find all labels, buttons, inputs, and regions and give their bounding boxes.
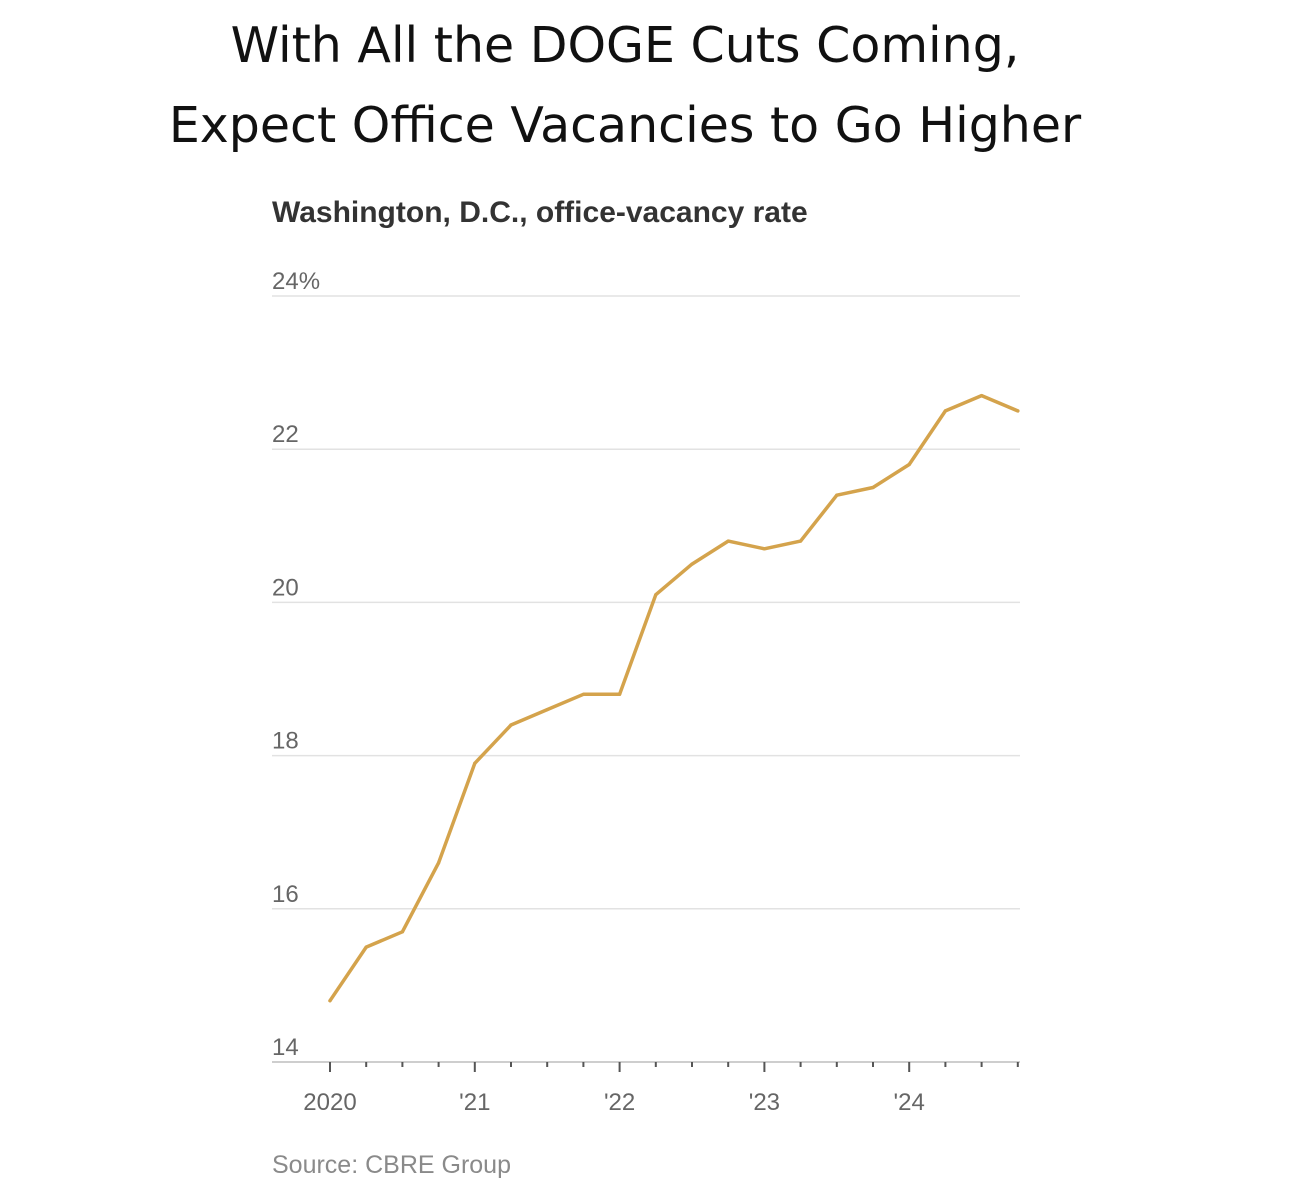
y-axis-ticks: 24% 22 20 18 16 14 [272,268,320,1061]
data-point [328,999,332,1003]
data-point [690,562,694,566]
x-tick-label: '21 [459,1089,490,1116]
chart-subtitle: Washington, D.C., office-vacancy rate [272,196,808,229]
y-tick-label: 14 [272,1034,299,1061]
data-point [835,493,839,497]
x-tick-label: '22 [604,1089,635,1116]
data-point [437,861,441,865]
data-point [943,409,948,413]
data-point [400,930,404,934]
data-point [762,547,767,551]
headline: With All the DOGE Cuts Coming, Expect Of… [0,6,1250,166]
y-tick-label: 20 [272,574,299,601]
y-tick-label: 24% [272,268,320,295]
y-tick-label: 16 [272,881,299,908]
data-point [509,723,513,727]
data-point [871,485,875,490]
data-point [473,761,477,765]
x-axis: 2020 '21 '22 '23 '24 [303,1062,1019,1116]
data-point [654,593,658,597]
chart-source: Source: CBRE Group [272,1151,511,1179]
headline-line-1: With All the DOGE Cuts Coming, [230,17,1020,74]
x-tick-label: '24 [894,1089,925,1116]
y-tick-label: 18 [272,728,299,755]
headline-line-2: Expect Office Vacancies to Go Higher [168,97,1082,154]
x-tick-label: 2020 [303,1089,356,1116]
data-point [545,708,549,712]
data-point [907,462,911,467]
data-point [1016,409,1020,413]
y-tick-label: 22 [272,421,299,448]
data-point [364,945,368,949]
series [328,393,1020,1003]
x-tick-label: '23 [749,1089,780,1116]
gridlines [272,295,1020,1063]
data-point [618,692,622,696]
data-point [799,539,803,543]
data-point [726,539,730,543]
data-point [581,692,586,696]
vacancy-rate-line [328,393,1020,1003]
data-point [980,393,984,398]
